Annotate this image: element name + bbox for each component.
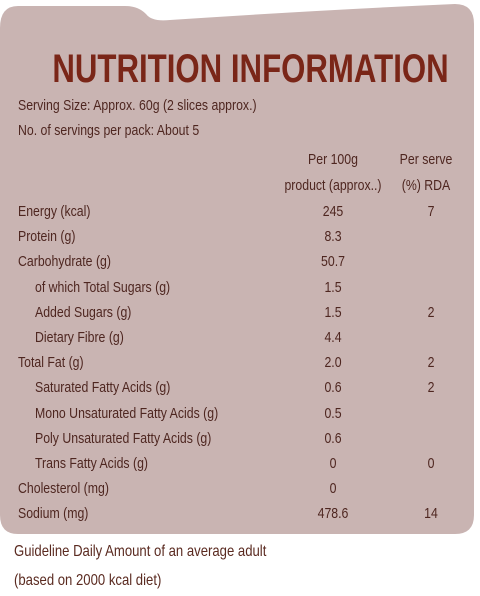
nutrient-label: Cholesterol (mg) — [18, 480, 109, 498]
per-100g-value: 0.6 — [324, 429, 342, 447]
rda-value: 2 — [427, 354, 435, 372]
per-100g-value: 1.5 — [324, 303, 342, 321]
nutrient-label: Carbohydrate (g) — [18, 253, 111, 271]
nutrient-label: Energy (kcal) — [18, 203, 91, 220]
title: NUTRITION INFORMATION — [52, 47, 449, 91]
nutrient-label: Total Fat (g) — [18, 354, 84, 372]
column-header: (%) RDA — [401, 177, 451, 194]
nutrient-label: Dietary Fibre (g) — [35, 329, 124, 346]
serving-size: Serving Size: Approx. 60g (2 slices appr… — [18, 97, 257, 114]
nutrient-label: Added Sugars (g) — [35, 303, 132, 321]
nutrient-label: Mono Unsaturated Fatty Acids (g) — [35, 404, 219, 422]
nutrient-label: Sodium (mg) — [18, 505, 89, 523]
per-100g-value: 1.5 — [324, 278, 342, 296]
nutrient-label: of which Total Sugars (g) — [35, 278, 171, 296]
per-100g-value: 50.7 — [321, 253, 345, 271]
per-100g-value: 4.4 — [324, 329, 342, 346]
per-100g-value: 478.6 — [317, 505, 349, 523]
panel-shape — [0, 4, 474, 534]
rda-value: 2 — [427, 303, 435, 321]
per-100g-value: 245 — [322, 203, 344, 220]
column-header: Per serve — [399, 151, 453, 168]
servings-per-pack: No. of servings per pack: About 5 — [18, 122, 200, 139]
column-header: Per 100g — [308, 151, 358, 168]
nutrient-label: Protein (g) — [18, 228, 76, 246]
per-100g-value: 8.3 — [324, 228, 342, 246]
nutrient-label: Poly Unsaturated Fatty Acids (g) — [35, 429, 212, 447]
rda-value: 14 — [424, 505, 438, 523]
per-100g-value: 0 — [329, 480, 337, 498]
per-100g-value: 2.0 — [324, 354, 342, 372]
footnote: (based on 2000 kcal diet) — [14, 572, 162, 589]
rda-value: 0 — [427, 455, 435, 472]
per-100g-value: 0.6 — [324, 379, 342, 397]
per-100g-value: 0.5 — [324, 404, 342, 422]
rda-value: 7 — [427, 203, 435, 220]
rda-value: 2 — [427, 379, 435, 397]
footnote: Guideline Daily Amount of an average adu… — [14, 543, 267, 560]
per-100g-value: 0 — [329, 455, 337, 472]
column-header: product (approx..) — [284, 177, 382, 194]
nutrient-label: Saturated Fatty Acids (g) — [35, 379, 171, 397]
nutrient-label: Trans Fatty Acids (g) — [35, 455, 149, 472]
